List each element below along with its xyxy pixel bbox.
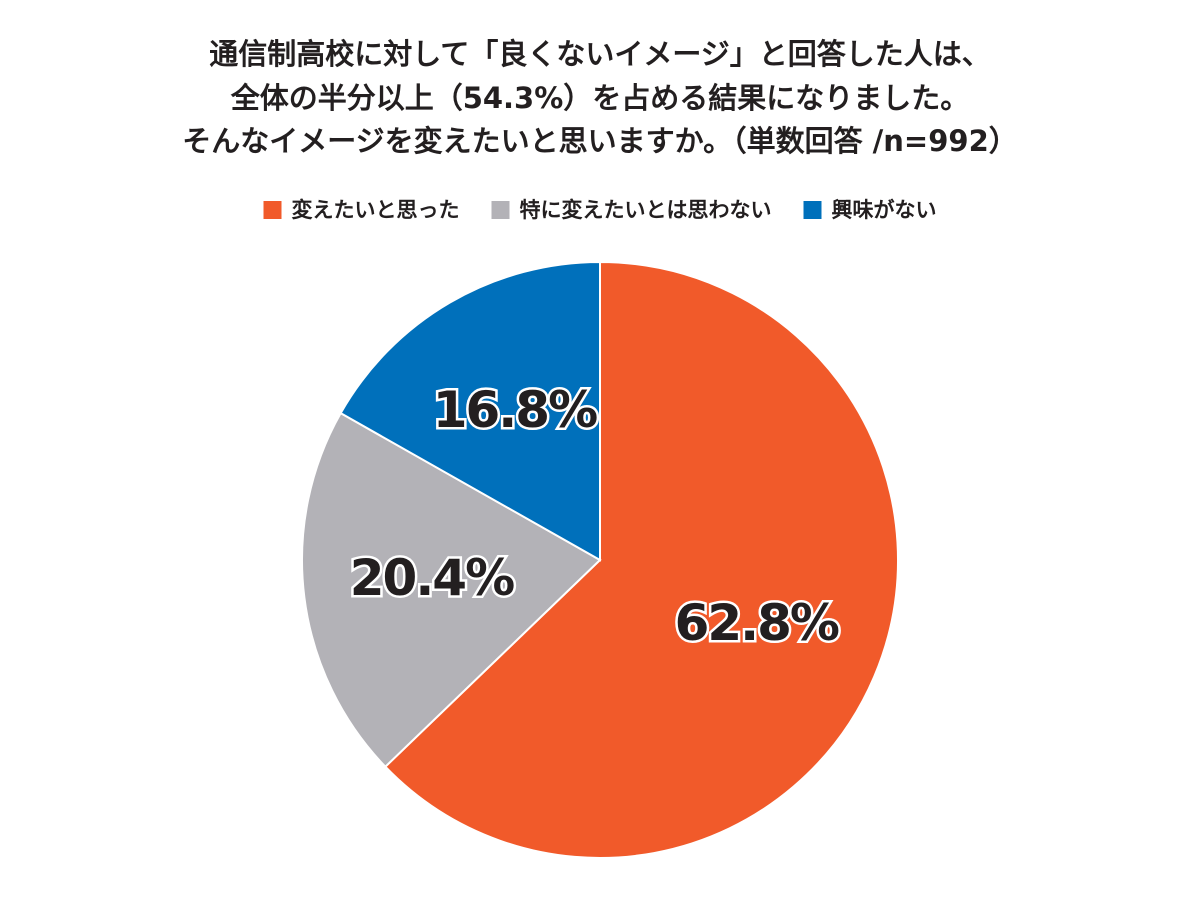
legend-swatch xyxy=(263,201,282,219)
legend-swatch xyxy=(803,201,822,219)
legend-label: 興味がない xyxy=(832,198,937,222)
value-labels: 62.8% 20.4% 16.8% xyxy=(347,378,843,654)
chart-title: 全体の半分以上（54.3%）を占める結果になりました。 xyxy=(230,81,970,115)
pie-slice xyxy=(339,260,601,562)
value-label: 20.4% xyxy=(350,549,514,607)
legend: 変えたいと思った 特に変えたいとは思わない 興味がない xyxy=(263,198,937,222)
legend-label: 変えたいと思った xyxy=(292,198,460,222)
legend-label: 特に変えたいとは思わない xyxy=(520,198,772,222)
pie-slice xyxy=(383,260,899,859)
chart-title: 通信制高校に対して「良くないイメージ」と回答した人は、 xyxy=(209,37,991,71)
pie-slice xyxy=(301,411,602,769)
value-label: 16.8% xyxy=(433,381,597,439)
value-label: 62.8% xyxy=(675,594,839,652)
chart-title: そんなイメージを変えたいと思いますか。（単数回答 /n=992） xyxy=(182,124,1018,158)
legend-swatch xyxy=(491,201,510,219)
pie xyxy=(301,260,899,859)
